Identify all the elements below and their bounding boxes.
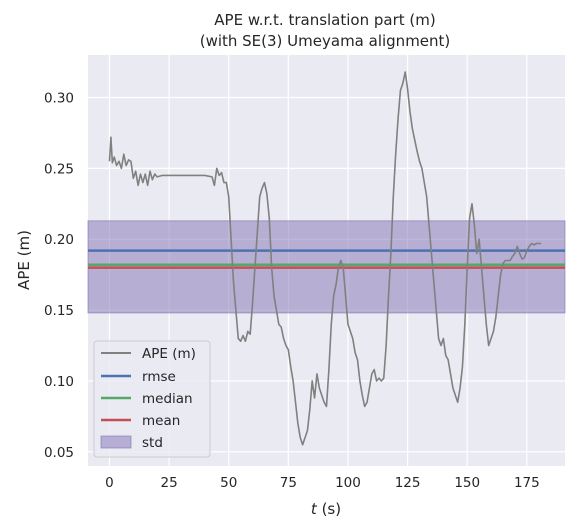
chart-title: APE w.r.t. translation part (m)	[214, 11, 435, 29]
y-tick-label: 0.10	[44, 374, 74, 390]
y-tick-label: 0.15	[44, 303, 74, 319]
legend-label-std: std	[142, 435, 163, 451]
x-axis-label: t (s)	[311, 500, 341, 518]
series-layer	[108, 71, 542, 446]
y-tick-labels: 0.05 0.10 0.15 0.20 0.25 0.30	[44, 91, 74, 461]
legend-label-rmse: rmse	[142, 369, 176, 385]
y-tick-label: 0.30	[44, 91, 74, 107]
x-axis-unit: (s)	[322, 500, 342, 518]
x-axis-variable: t	[311, 500, 318, 518]
legend-swatch-std	[100, 435, 132, 449]
y-axis-label: APE (m)	[15, 230, 33, 290]
legend-label-ape: APE (m)	[142, 346, 196, 362]
x-tick-label: 100	[335, 475, 361, 491]
x-tick-label: 175	[514, 475, 540, 491]
x-tick-label: 75	[280, 475, 297, 491]
legend-label-mean: mean	[142, 413, 180, 429]
stat-lines-layer	[88, 249, 565, 269]
y-tick-label: 0.05	[44, 445, 74, 461]
x-tick-label: 25	[160, 475, 177, 491]
y-tick-label: 0.25	[44, 161, 74, 177]
x-tick-label: 125	[395, 475, 421, 491]
x-tick-label: 150	[454, 475, 480, 491]
legend-label-median: median	[142, 391, 193, 407]
legend-box	[93, 340, 211, 458]
x-tick-label: 50	[220, 475, 237, 491]
x-tick-label: 0	[105, 475, 114, 491]
legend: APE (m) rmse median mean std	[93, 340, 211, 458]
ape-series-line	[108, 71, 542, 446]
chart-subtitle: (with SE(3) Umeyama alignment)	[200, 32, 451, 50]
y-tick-label: 0.20	[44, 232, 74, 248]
x-tick-labels: 0 25 50 75 100 125 150 175	[105, 475, 540, 491]
